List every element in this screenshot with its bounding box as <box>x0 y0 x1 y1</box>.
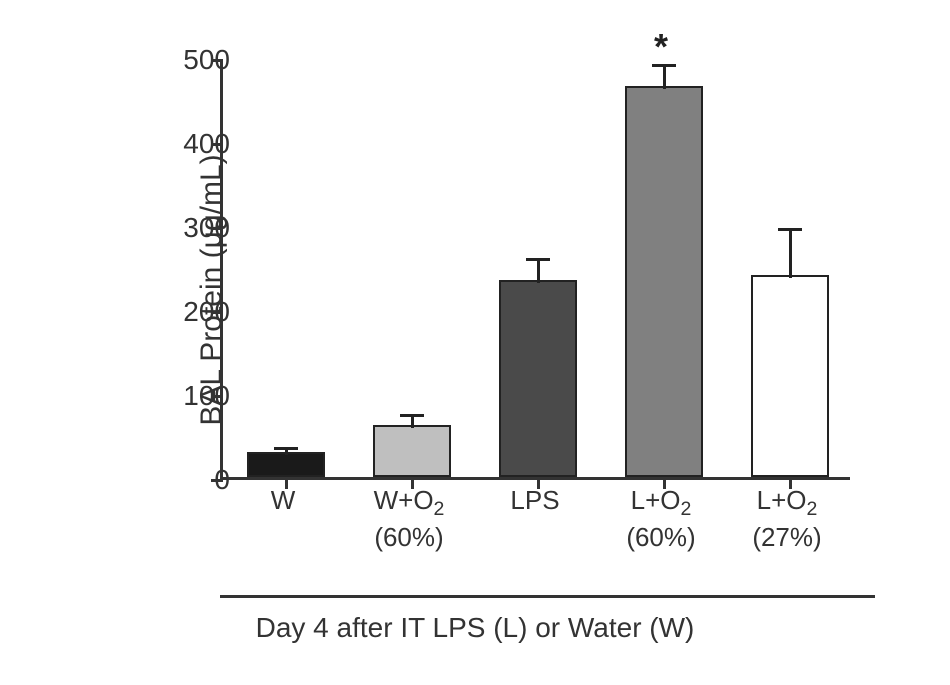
bar <box>499 280 577 477</box>
x-tick-label: L+O2(60%) <box>601 485 721 553</box>
y-tick-label: 100 <box>150 380 230 412</box>
error-bar <box>411 415 414 428</box>
error-bar-cap <box>526 258 550 261</box>
error-bar-cap <box>778 228 802 231</box>
error-bar-cap <box>400 414 424 417</box>
y-tick-label: 500 <box>150 44 230 76</box>
significance-star: * <box>654 26 668 68</box>
x-axis-title: Day 4 after IT LPS (L) or Water (W) <box>0 612 950 644</box>
error-bar <box>663 66 666 90</box>
x-tick-label: W+O2(60%) <box>349 485 469 553</box>
error-bar <box>789 230 792 279</box>
bar <box>751 275 829 477</box>
error-bar <box>537 259 540 283</box>
y-tick-label: 0 <box>150 464 230 496</box>
bar <box>247 452 325 477</box>
chart-container: * BAL Protein (μg/mL) 0100200300400500WW… <box>150 40 870 530</box>
x-tick-label: LPS <box>475 485 595 516</box>
y-tick-label: 200 <box>150 296 230 328</box>
plot-area: * <box>220 60 850 480</box>
bar <box>373 425 451 477</box>
y-tick-label: 300 <box>150 212 230 244</box>
error-bar-cap <box>274 447 298 450</box>
x-tick-label: L+O2(27%) <box>727 485 847 553</box>
y-tick-label: 400 <box>150 128 230 160</box>
bar <box>625 86 703 477</box>
x-tick-label: W <box>223 485 343 516</box>
group-underline <box>220 595 875 598</box>
